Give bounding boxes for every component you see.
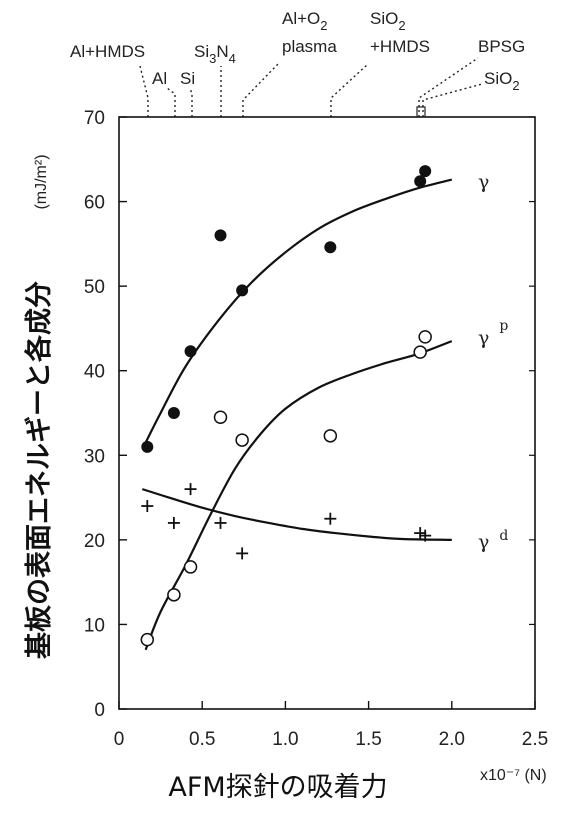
- series-label-gamma-d-text: γ: [478, 531, 489, 553]
- annot-marker-box: [416, 106, 426, 118]
- point-gamma: [324, 241, 337, 254]
- trend-curves: [141, 178, 453, 651]
- annot-sio2: SiO2: [370, 9, 406, 33]
- x-tick-label: 1.0: [272, 729, 298, 750]
- x-tick-label: 2.5: [522, 729, 548, 750]
- point-gamma-d: [414, 527, 427, 540]
- point-gamma-d: [324, 512, 337, 525]
- point-gamma-p: [167, 588, 181, 602]
- leader-al-o2: [242, 63, 279, 117]
- point-gamma: [184, 345, 197, 358]
- superscript-d: d: [499, 528, 508, 544]
- annot-al-o2: Al+O2: [282, 9, 328, 33]
- leader-bpsg: [418, 57, 479, 117]
- superscript-p: p: [499, 318, 508, 334]
- trend-curve-1: [144, 340, 453, 651]
- point-gamma-d: [184, 483, 197, 496]
- point-gamma-d: [141, 500, 154, 513]
- point-gamma: [141, 440, 154, 453]
- annot-plasma: plasma: [282, 37, 337, 56]
- x-tick-label: 0: [114, 729, 125, 750]
- x-tick-label: 1.5: [355, 729, 381, 750]
- annot-al: Al: [152, 69, 167, 88]
- data-points: [140, 165, 432, 647]
- point-gamma-p: [413, 345, 427, 359]
- series-label-gamma-p-text: γ: [478, 327, 489, 349]
- point-gamma: [236, 284, 249, 297]
- series-label-gamma-d: γ d: [478, 528, 508, 553]
- leader-al: [166, 87, 176, 117]
- point-gamma-d: [214, 516, 227, 529]
- series-label-gamma: γ: [478, 171, 489, 193]
- y-axis: 0 10 20 30 40 50 60 70: [84, 108, 535, 721]
- x-axis: 0 0.5 1.0 1.5 2.0 2.5: [114, 701, 548, 750]
- y-tick-label: 10: [84, 615, 105, 636]
- leader-sio2-hmds: [330, 63, 369, 117]
- y-unit-label: (mJ/m²): [33, 154, 50, 209]
- point-gamma-p: [183, 560, 198, 574]
- y-tick-label: 30: [84, 446, 105, 467]
- y-tick-label: 50: [84, 277, 105, 298]
- top-annotations: Al+HMDS Al Si Si3N4 Al+O2 plasma SiO2 +H…: [70, 9, 525, 118]
- annot-al-hmds: Al+HMDS: [70, 42, 145, 61]
- leader-si: [189, 87, 193, 117]
- point-gamma-d: [419, 529, 432, 542]
- point-gamma-p: [213, 410, 228, 424]
- leader-sio2: [422, 83, 483, 117]
- point-gamma-p: [418, 330, 432, 344]
- x-axis-title: AFM探針の吸着力: [168, 772, 387, 803]
- x-tick-label: 2.0: [439, 729, 465, 750]
- point-gamma: [214, 229, 227, 242]
- annot-sio2-b: SiO2: [484, 69, 520, 93]
- y-tick-label: 20: [84, 531, 105, 552]
- annot-bpsg: BPSG: [478, 37, 525, 56]
- y-tick-label: 0: [94, 700, 105, 721]
- annot-hmds: +HMDS: [370, 37, 430, 56]
- point-gamma: [414, 175, 427, 188]
- annot-si3n4: Si3N4: [194, 42, 236, 66]
- point-gamma-p: [323, 429, 338, 443]
- plot-frame: [118, 116, 536, 710]
- y-tick-label: 60: [84, 193, 105, 214]
- leader-al-hmds: [139, 65, 149, 117]
- point-gamma-p: [140, 632, 155, 647]
- x-unit-label: x10⁻⁷ (N): [480, 767, 547, 784]
- y-axis-title: 基板の表面エネルギーと各成分: [23, 281, 55, 659]
- point-gamma: [419, 165, 432, 178]
- y-tick-label: 40: [84, 362, 105, 383]
- annot-si: Si: [180, 69, 195, 88]
- trend-curve-0: [144, 178, 453, 444]
- point-gamma-d: [167, 516, 180, 529]
- point-gamma-d: [236, 547, 249, 560]
- point-gamma-p: [235, 433, 249, 447]
- y-tick-label: 70: [84, 108, 105, 129]
- x-tick-label: 0.5: [189, 729, 215, 750]
- point-gamma: [167, 407, 180, 419]
- trend-curve-2: [141, 488, 452, 541]
- series-label-gamma-p: γ p: [478, 318, 508, 349]
